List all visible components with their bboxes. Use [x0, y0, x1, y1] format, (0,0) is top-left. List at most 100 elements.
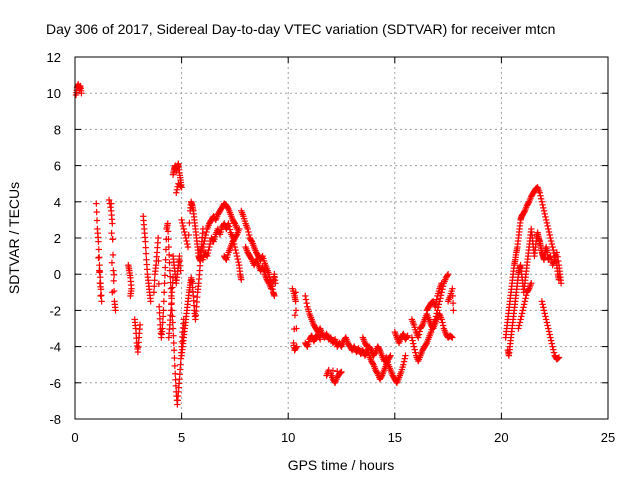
data-point: [162, 264, 169, 271]
data-point: [109, 220, 116, 227]
data-point: [363, 342, 370, 349]
data-point: [98, 292, 105, 299]
data-point: [542, 213, 549, 221]
data-point: [183, 237, 190, 245]
data-point: [444, 271, 452, 278]
data-point: [272, 280, 279, 287]
data-point: [110, 267, 117, 274]
data-point: [161, 272, 169, 279]
data-point: [164, 228, 172, 235]
data-point: [177, 361, 184, 368]
chart-title: Day 306 of 2017, Sidereal Day-to-day VTE…: [46, 21, 555, 37]
data-point: [435, 301, 443, 308]
data-point: [244, 225, 251, 233]
data-point: [363, 343, 371, 350]
data-point: [547, 334, 554, 341]
x-tick-label: 10: [281, 430, 295, 445]
data-point: [271, 292, 278, 300]
data-point: [178, 216, 185, 224]
data-point: [182, 234, 190, 242]
data-point: [95, 238, 102, 245]
data-point: [411, 346, 418, 353]
data-point: [258, 264, 266, 272]
data-point: [525, 199, 532, 207]
data-point: [520, 208, 528, 216]
data-point: [107, 204, 114, 211]
data-point: [185, 231, 192, 239]
data-point: [415, 334, 422, 341]
data-point: [209, 237, 217, 244]
data-point: [233, 249, 240, 257]
data-point: [184, 243, 192, 251]
data-point: [538, 298, 546, 305]
data-point: [162, 256, 169, 263]
data-point: [230, 219, 238, 226]
data-point: [202, 231, 209, 239]
data-point: [542, 316, 550, 323]
data-point: [546, 331, 553, 338]
data-point: [449, 292, 456, 300]
data-point: [98, 298, 105, 305]
data-point: [96, 261, 103, 269]
data-point: [402, 352, 409, 359]
data-point: [161, 280, 168, 287]
data-point: [95, 254, 103, 261]
data-point: [547, 337, 555, 344]
data-point: [159, 325, 166, 332]
data-point: [222, 255, 229, 262]
data-points: [72, 80, 565, 408]
data-point: [519, 307, 526, 314]
data-point: [160, 298, 168, 305]
y-tick-label: 8: [54, 122, 61, 137]
data-point: [448, 333, 455, 341]
data-point: [302, 292, 309, 300]
x-tick-label: 0: [71, 430, 78, 445]
data-point: [180, 225, 187, 233]
data-point: [172, 376, 179, 383]
data-point: [154, 234, 162, 242]
data-point: [171, 354, 178, 362]
data-point: [293, 343, 300, 350]
data-point: [95, 267, 103, 274]
data-point: [400, 361, 407, 368]
data-point: [410, 340, 417, 347]
data-point: [331, 337, 338, 344]
data-point: [170, 332, 177, 339]
data-point: [323, 372, 330, 379]
data-point: [540, 204, 547, 212]
data-point: [175, 180, 182, 187]
data-point: [203, 228, 210, 236]
data-point: [438, 289, 445, 296]
data-point: [439, 319, 446, 326]
x-tick-label: 15: [388, 430, 402, 445]
data-point: [438, 280, 445, 287]
data-point: [548, 240, 556, 248]
data-point: [258, 254, 266, 261]
data-point: [439, 322, 447, 329]
data-point: [550, 349, 558, 356]
y-axis-label: SDTVAR / TECUs: [6, 182, 22, 294]
x-tick-labels: 0 5 10 15 20 25: [71, 430, 615, 445]
y-tick-label: 0: [54, 267, 61, 282]
data-point: [403, 333, 411, 341]
data-point: [235, 258, 242, 266]
data-point: [367, 345, 374, 353]
data-point: [165, 243, 173, 251]
data-point: [329, 367, 337, 374]
data-point: [95, 246, 103, 253]
data-point: [523, 292, 530, 299]
data-point: [447, 333, 455, 340]
data-point: [108, 200, 115, 207]
data-point: [166, 259, 173, 266]
data-point: [401, 355, 408, 362]
data-point: [155, 280, 163, 288]
data-point: [303, 299, 310, 307]
data-point: [159, 313, 167, 320]
data-point: [547, 252, 554, 260]
data-point: [365, 349, 372, 356]
data-point: [536, 189, 543, 196]
data-point: [548, 340, 556, 347]
data-point: [553, 249, 561, 256]
data-point: [542, 313, 549, 320]
data-point: [167, 285, 175, 292]
